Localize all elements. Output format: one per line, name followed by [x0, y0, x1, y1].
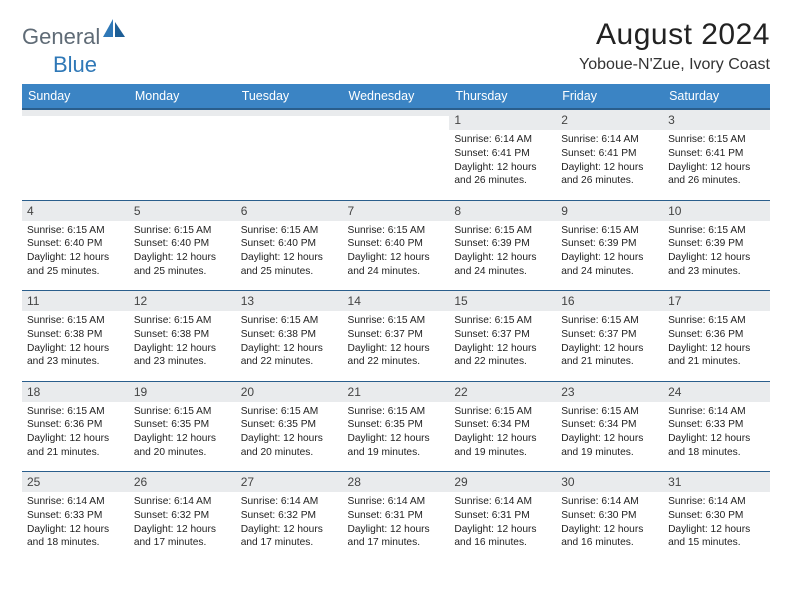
day-cell	[22, 130, 129, 137]
day-number: 11	[22, 291, 129, 311]
day-number: 8	[449, 201, 556, 221]
day-cell: Sunrise: 6:15 AMSunset: 6:40 PMDaylight:…	[236, 221, 343, 283]
day-header-row: SundayMondayTuesdayWednesdayThursdayFrid…	[22, 84, 770, 109]
logo-text-blue: Blue	[53, 52, 97, 78]
page-title: August 2024	[579, 18, 770, 52]
day-cell: Sunrise: 6:15 AMSunset: 6:38 PMDaylight:…	[236, 311, 343, 373]
week-content-row: Sunrise: 6:15 AMSunset: 6:36 PMDaylight:…	[22, 402, 770, 472]
day-cell: Sunrise: 6:14 AMSunset: 6:31 PMDaylight:…	[449, 492, 556, 554]
day-cell	[236, 130, 343, 137]
day-number: 17	[663, 291, 770, 311]
day-number: 24	[663, 382, 770, 402]
day-number: 22	[449, 382, 556, 402]
day-cell: Sunrise: 6:15 AMSunset: 6:36 PMDaylight:…	[663, 311, 770, 373]
day-cell: Sunrise: 6:14 AMSunset: 6:33 PMDaylight:…	[22, 492, 129, 554]
day-header: Saturday	[663, 84, 770, 109]
day-cell: Sunrise: 6:14 AMSunset: 6:32 PMDaylight:…	[129, 492, 236, 554]
day-number: 2	[556, 110, 663, 130]
day-cell: Sunrise: 6:15 AMSunset: 6:36 PMDaylight:…	[22, 402, 129, 464]
day-number: 23	[556, 382, 663, 402]
day-number: 14	[343, 291, 450, 311]
week-number-row: 25262728293031	[22, 472, 770, 493]
day-number: 31	[663, 472, 770, 492]
day-cell: Sunrise: 6:15 AMSunset: 6:39 PMDaylight:…	[663, 221, 770, 283]
day-header: Tuesday	[236, 84, 343, 109]
week-number-row: 45678910	[22, 200, 770, 221]
week-content-row: Sunrise: 6:14 AMSunset: 6:41 PMDaylight:…	[22, 130, 770, 200]
day-number: 26	[129, 472, 236, 492]
day-number: 21	[343, 382, 450, 402]
day-cell: Sunrise: 6:15 AMSunset: 6:38 PMDaylight:…	[129, 311, 236, 373]
day-number: 3	[663, 110, 770, 130]
logo-text-general: General	[22, 24, 100, 50]
day-number: 16	[556, 291, 663, 311]
day-number: 5	[129, 201, 236, 221]
day-cell: Sunrise: 6:15 AMSunset: 6:37 PMDaylight:…	[449, 311, 556, 373]
day-number	[343, 110, 450, 116]
day-cell	[343, 130, 450, 137]
day-cell: Sunrise: 6:15 AMSunset: 6:35 PMDaylight:…	[343, 402, 450, 464]
day-header: Friday	[556, 84, 663, 109]
day-number: 12	[129, 291, 236, 311]
day-number: 20	[236, 382, 343, 402]
day-number: 18	[22, 382, 129, 402]
week-number-row: 123	[22, 109, 770, 130]
day-number	[236, 110, 343, 116]
day-number: 15	[449, 291, 556, 311]
calendar-page: General August 2024 Yoboue-N'Zue, Ivory …	[0, 0, 792, 562]
week-number-row: 18192021222324	[22, 381, 770, 402]
day-cell: Sunrise: 6:15 AMSunset: 6:37 PMDaylight:…	[343, 311, 450, 373]
day-header: Thursday	[449, 84, 556, 109]
day-cell: Sunrise: 6:15 AMSunset: 6:40 PMDaylight:…	[129, 221, 236, 283]
day-cell: Sunrise: 6:14 AMSunset: 6:33 PMDaylight:…	[663, 402, 770, 464]
day-cell: Sunrise: 6:14 AMSunset: 6:31 PMDaylight:…	[343, 492, 450, 554]
day-cell: Sunrise: 6:15 AMSunset: 6:38 PMDaylight:…	[22, 311, 129, 373]
day-header: Monday	[129, 84, 236, 109]
day-number	[129, 110, 236, 116]
day-number: 1	[449, 110, 556, 130]
logo: General	[22, 24, 127, 50]
day-cell: Sunrise: 6:15 AMSunset: 6:40 PMDaylight:…	[343, 221, 450, 283]
day-number: 10	[663, 201, 770, 221]
day-cell: Sunrise: 6:14 AMSunset: 6:41 PMDaylight:…	[449, 130, 556, 192]
day-number	[22, 110, 129, 116]
day-number: 25	[22, 472, 129, 492]
day-cell: Sunrise: 6:14 AMSunset: 6:41 PMDaylight:…	[556, 130, 663, 192]
day-number: 9	[556, 201, 663, 221]
page-subtitle: Yoboue-N'Zue, Ivory Coast	[579, 56, 770, 74]
day-number: 19	[129, 382, 236, 402]
day-cell: Sunrise: 6:15 AMSunset: 6:39 PMDaylight:…	[449, 221, 556, 283]
header: General August 2024 Yoboue-N'Zue, Ivory …	[22, 18, 770, 74]
day-number: 7	[343, 201, 450, 221]
week-content-row: Sunrise: 6:15 AMSunset: 6:38 PMDaylight:…	[22, 311, 770, 381]
day-number: 27	[236, 472, 343, 492]
week-content-row: Sunrise: 6:14 AMSunset: 6:33 PMDaylight:…	[22, 492, 770, 562]
week-number-row: 11121314151617	[22, 291, 770, 312]
day-cell: Sunrise: 6:15 AMSunset: 6:40 PMDaylight:…	[22, 221, 129, 283]
day-number: 28	[343, 472, 450, 492]
day-cell: Sunrise: 6:14 AMSunset: 6:30 PMDaylight:…	[663, 492, 770, 554]
day-header: Sunday	[22, 84, 129, 109]
day-number: 30	[556, 472, 663, 492]
day-cell: Sunrise: 6:15 AMSunset: 6:35 PMDaylight:…	[236, 402, 343, 464]
day-cell: Sunrise: 6:14 AMSunset: 6:32 PMDaylight:…	[236, 492, 343, 554]
day-header: Wednesday	[343, 84, 450, 109]
week-content-row: Sunrise: 6:15 AMSunset: 6:40 PMDaylight:…	[22, 221, 770, 291]
day-cell: Sunrise: 6:15 AMSunset: 6:39 PMDaylight:…	[556, 221, 663, 283]
day-number: 29	[449, 472, 556, 492]
day-cell	[129, 130, 236, 137]
day-cell: Sunrise: 6:15 AMSunset: 6:34 PMDaylight:…	[449, 402, 556, 464]
logo-sail-icon	[103, 19, 127, 44]
day-number: 4	[22, 201, 129, 221]
day-number: 13	[236, 291, 343, 311]
day-number: 6	[236, 201, 343, 221]
day-cell: Sunrise: 6:15 AMSunset: 6:37 PMDaylight:…	[556, 311, 663, 373]
calendar-table: SundayMondayTuesdayWednesdayThursdayFrid…	[22, 84, 770, 562]
day-cell: Sunrise: 6:15 AMSunset: 6:34 PMDaylight:…	[556, 402, 663, 464]
day-cell: Sunrise: 6:15 AMSunset: 6:35 PMDaylight:…	[129, 402, 236, 464]
day-cell: Sunrise: 6:14 AMSunset: 6:30 PMDaylight:…	[556, 492, 663, 554]
title-block: August 2024 Yoboue-N'Zue, Ivory Coast	[579, 18, 770, 74]
day-cell: Sunrise: 6:15 AMSunset: 6:41 PMDaylight:…	[663, 130, 770, 192]
